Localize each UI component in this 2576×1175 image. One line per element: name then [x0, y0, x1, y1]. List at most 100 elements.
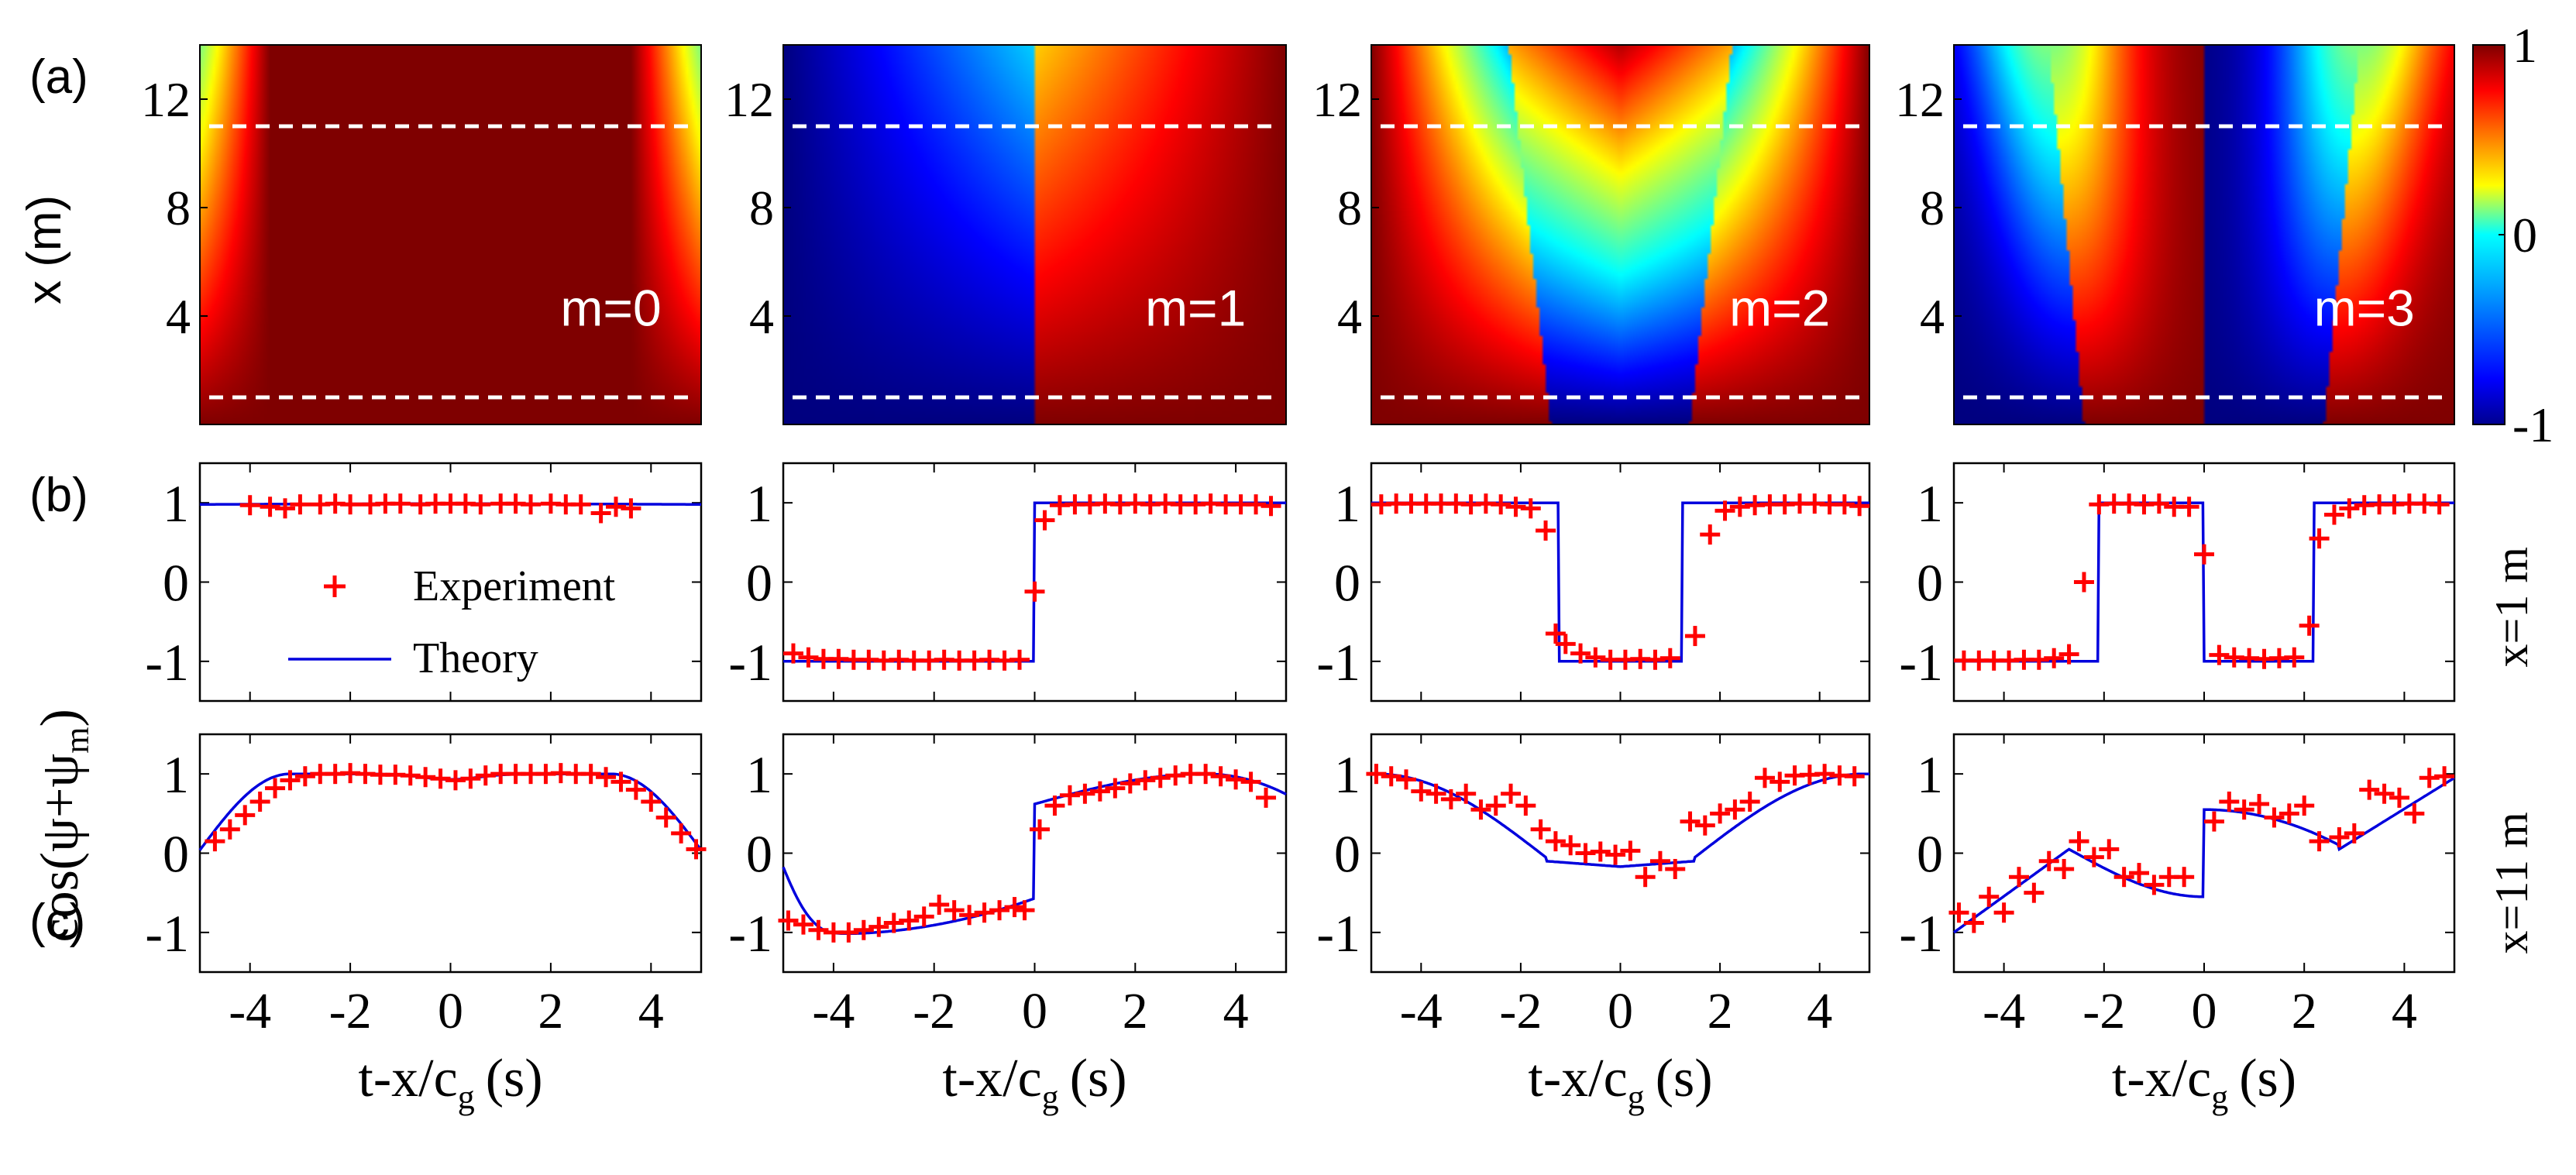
- x-tick-label: 4: [2392, 983, 2417, 1039]
- experiment-point: [470, 494, 491, 515]
- experiment-point: [1470, 799, 1491, 820]
- experiment-point: [1501, 783, 1522, 804]
- experiment-point: [2309, 831, 2330, 852]
- line-panel-b-m2: -1 0 1: [1316, 462, 1871, 703]
- line-panel-b-m3: -1 0 1: [1899, 462, 2456, 703]
- experiment-point: [596, 767, 617, 788]
- y-tick-label: 0: [1334, 554, 1360, 613]
- experiment-point: [929, 895, 950, 916]
- experiment-point: [1240, 771, 1261, 792]
- y-tick-label: -1: [728, 633, 772, 692]
- y-tick-label-a: 8: [1920, 180, 1945, 235]
- x-tick-label: 4: [1807, 983, 1832, 1039]
- experiment-point: [1426, 783, 1446, 804]
- experiment-point: [1963, 912, 1984, 933]
- experiment-point: [2203, 811, 2224, 832]
- experiment-point: [1440, 788, 1461, 809]
- experiment-point: [2339, 498, 2360, 519]
- y-tick-label: -1: [1316, 904, 1360, 963]
- experiment-point: [1714, 500, 1735, 521]
- experiment-point: [1256, 787, 1277, 808]
- experiment-point: [2294, 795, 2315, 816]
- x-tick-label: 0: [1608, 983, 1633, 1039]
- x-tick-label: 4: [638, 983, 664, 1039]
- heatmap-image-m1: [783, 45, 1286, 424]
- experiment-point: [1844, 766, 1865, 787]
- mode-label-m3: m=3: [2314, 280, 2415, 337]
- experiment-point: [2179, 496, 2199, 517]
- experiment-point: [2113, 867, 2134, 888]
- x-label-unit: (s): [486, 1049, 543, 1108]
- experiment-point: [641, 791, 662, 812]
- experiment-point: [265, 778, 286, 799]
- experiment-point: [570, 494, 591, 515]
- y-tick-label: -1: [1899, 633, 1943, 692]
- experiment-point: [1044, 795, 1065, 816]
- experiment-point: [1195, 764, 1216, 785]
- x-label-sub: g: [458, 1078, 475, 1116]
- y-tick-label: 1: [163, 474, 189, 533]
- row-c: (c) -101-4 -2 0 2 4t-x/cg (s)-101-4 -2 0 2 4t-x/c…: [29, 733, 2537, 1116]
- experiment-point: [1226, 769, 1247, 790]
- experiment-point: [2038, 850, 2059, 871]
- y-tick-label-a: 12: [141, 72, 191, 127]
- experiment-point: [2404, 803, 2425, 824]
- x-tick-label: -2: [1499, 983, 1542, 1039]
- experiment-point: [1649, 850, 1670, 871]
- experiment-point: [1009, 649, 1030, 670]
- colorbar-tick-label: -1: [2512, 397, 2554, 452]
- experiment-point: [1491, 494, 1512, 515]
- x-tick-label: 2: [1708, 983, 1733, 1039]
- experiment-point: [2299, 615, 2320, 636]
- experiment-point: [2129, 863, 2150, 884]
- experiment-point: [2144, 874, 2165, 895]
- experiment-point: [1396, 769, 1417, 790]
- experiment-point: [838, 922, 859, 943]
- x-label-sub: g: [2211, 1078, 2228, 1116]
- experiment-point: [2174, 867, 2195, 888]
- heatmap-frame-m0: [199, 44, 702, 425]
- experiment-point: [1585, 647, 1606, 668]
- y-tick-label: 0: [163, 554, 189, 613]
- x-label-main: t-x/c: [1528, 1049, 1627, 1108]
- experiment-point: [2008, 867, 2029, 888]
- x-tick-label: -2: [2082, 983, 2125, 1039]
- experiment-point: [1545, 624, 1566, 644]
- experiment-point: [2264, 807, 2285, 828]
- row-b: (b) -1 0 1 -1 0 1 -1 0 1 -1 0 1 x=1 m: [29, 462, 2537, 703]
- experiment-point: [1560, 835, 1581, 856]
- x-label-main: t-x/c: [942, 1049, 1041, 1108]
- legend-experiment-label: Experiment: [413, 562, 616, 610]
- experiment-point: [249, 791, 270, 812]
- experiment-point: [686, 839, 707, 860]
- heatmap-frame-m1: [782, 44, 1287, 425]
- y-tick-label: 0: [1917, 554, 1943, 613]
- experiment-point: [1665, 858, 1686, 879]
- experiment-point: [778, 910, 799, 931]
- y-tick-label: -1: [728, 904, 772, 963]
- x-tick-label: 2: [2292, 983, 2317, 1039]
- y-tick-label-a: 4: [749, 289, 774, 344]
- colorbar-tick-label: 0: [2512, 208, 2537, 263]
- experiment-point: [1620, 840, 1641, 861]
- x-tick-label: 0: [2192, 983, 2217, 1039]
- heatmap-panel-m3: 4 8 12 m=3: [1895, 44, 2455, 425]
- side-label-x11: x=11 m: [2486, 812, 2537, 953]
- experiment-point: [793, 914, 813, 935]
- experiment-point: [959, 905, 980, 926]
- experiment-point: [1520, 498, 1541, 519]
- experiment-point: [1515, 795, 1536, 816]
- experiment-point: [580, 764, 601, 785]
- experiment-point: [1135, 770, 1156, 791]
- experiment-point: [2058, 644, 2079, 665]
- x-tick-label: 2: [538, 983, 563, 1039]
- y-tick-label-a: 12: [724, 72, 774, 127]
- experiment-point: [944, 900, 965, 921]
- experiment-point: [460, 768, 481, 789]
- experiment-point: [2209, 644, 2230, 665]
- line-panel-c-m2: -1 0 1 -4 -2 0 2 4 t-x/cg (s): [1316, 733, 1871, 1116]
- experiment-point: [2219, 791, 2240, 812]
- y-tick-label: 1: [1334, 474, 1360, 533]
- y-tick-label: 0: [746, 554, 772, 613]
- experiment-point: [1700, 524, 1721, 545]
